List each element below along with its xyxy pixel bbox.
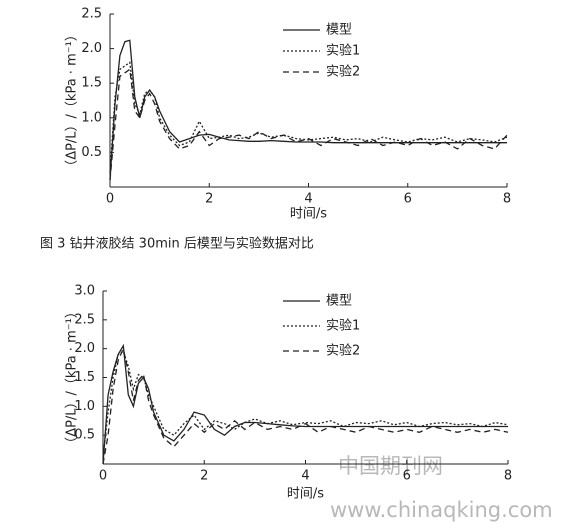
x-tick-label: 6 [404,192,412,207]
data-line [102,343,508,465]
y-axis-title: （ΔP/L）/（kPa · m⁻¹） [65,28,80,173]
x-tick-label: 0 [99,469,107,484]
x-tick-label: 4 [301,469,309,484]
figure-caption: 图 3 钻井液胶结 30min 后模型与实验数据对比 [40,236,314,252]
y-tick-label: 0.5 [74,428,95,443]
data-line [109,61,508,174]
x-tick-label: 4 [304,192,312,207]
x-axis-title: 时间/s [290,207,327,222]
data-line [102,346,509,465]
x-tick-label: 8 [504,469,512,484]
watermark-site: 中国期刊网 [338,454,443,478]
y-tick-label: 2.0 [81,41,102,56]
x-tick-label: 0 [106,192,114,207]
legend-label: 实验1 [326,43,360,59]
y-tick-label: 3.0 [74,284,95,299]
y-tick-label: 1.5 [74,370,95,385]
x-tick-label: 2 [205,192,213,207]
y-axis-title: （ΔP/L）/（kPa · m⁻¹） [65,305,80,450]
data-line [102,350,509,459]
x-tick-label: 8 [503,192,511,207]
y-tick-label: 0.5 [81,145,102,160]
legend-label: 实验2 [326,64,360,80]
y-tick-label: 2.5 [81,7,102,22]
legend-label: 模型 [326,294,352,309]
y-tick-label: 2.0 [74,341,95,356]
x-tick-label: 2 [200,469,208,484]
y-tick-label: 1.0 [74,399,95,414]
x-axis-title: 时间/s [287,487,324,502]
legend-label: 实验1 [326,318,360,334]
y-tick-label: 1.0 [81,110,102,125]
x-tick-label: 6 [403,469,411,484]
data-line [109,39,507,181]
legend-label: 模型 [326,23,352,38]
y-tick-label: 1.5 [81,76,102,91]
data-line [109,68,508,181]
watermark-url: www.chinaqking.com [330,498,553,522]
y-tick-label: 2.5 [74,312,95,327]
legend-label: 实验2 [326,343,360,359]
